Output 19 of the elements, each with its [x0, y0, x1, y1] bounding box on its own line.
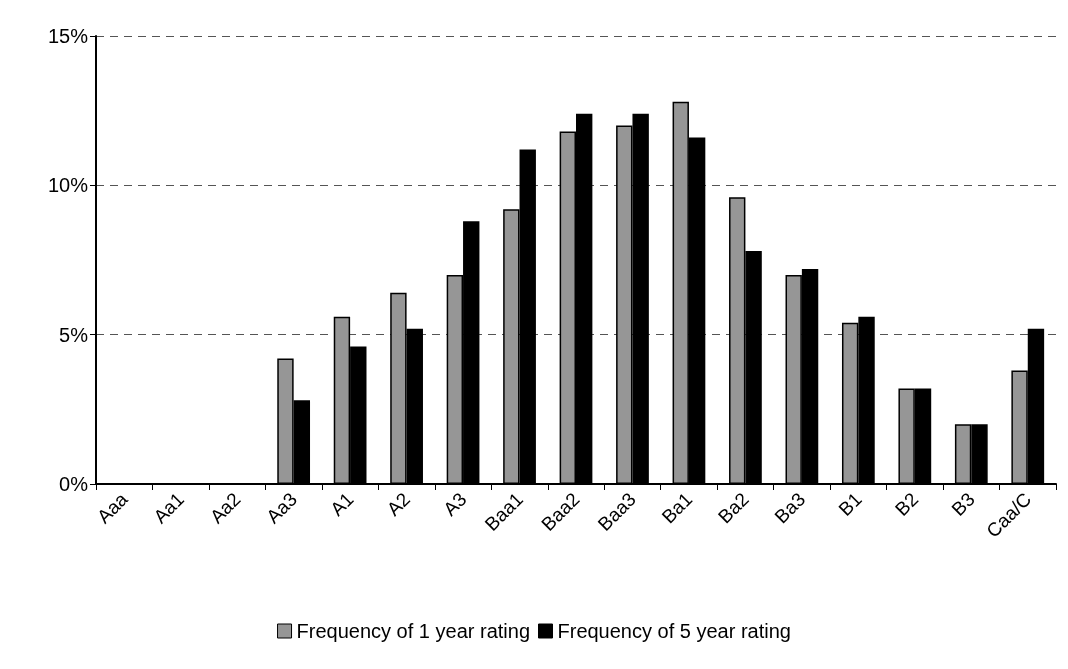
- x-tick-label: Ba3: [770, 488, 810, 528]
- y-tick-label: 10%: [47, 174, 89, 197]
- y-tick-label: 5%: [59, 323, 89, 346]
- x-tick-label: Aa2: [205, 488, 245, 528]
- legend-label: Frequency of 1 year rating: [296, 620, 531, 642]
- x-tick-label: Aaa: [92, 488, 132, 528]
- x-tick-label: Ba2: [714, 488, 753, 528]
- x-tick-label: A3: [439, 488, 471, 520]
- x-tick-label: B2: [890, 488, 923, 520]
- y-tick-label: 0%: [59, 473, 89, 495]
- x-tick-label: B1: [834, 488, 866, 520]
- x-tick-label: B3: [947, 488, 979, 520]
- x-tick-label: A2: [382, 488, 415, 520]
- x-tick-label: Aa3: [262, 488, 302, 528]
- x-tick-label: Aa1: [149, 488, 189, 528]
- legend-label: Frequency of 5 year rating: [557, 620, 791, 642]
- x-tick-label: A1: [326, 488, 358, 520]
- y-tick-label: 15%: [47, 25, 89, 47]
- x-tick-label: Ba1: [657, 488, 697, 528]
